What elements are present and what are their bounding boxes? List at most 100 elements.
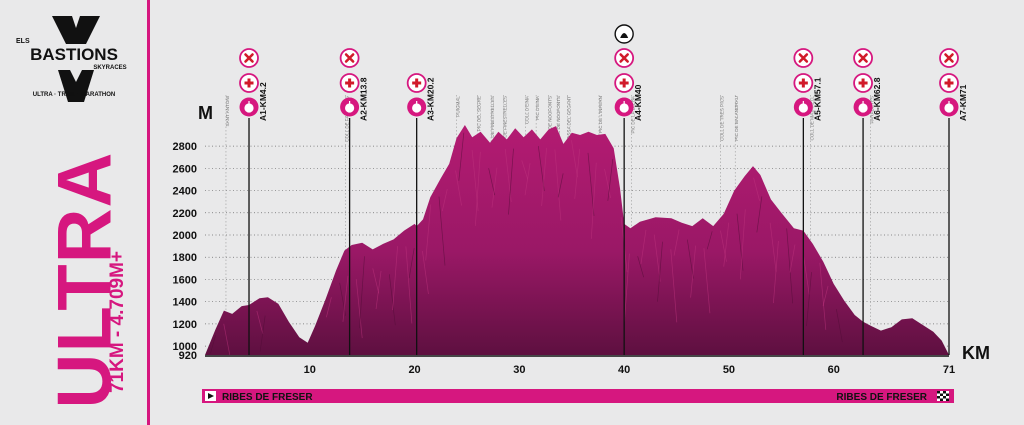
- waypoint-label: PUIGMAL: [455, 96, 460, 117]
- rock-streak: [455, 170, 462, 206]
- food-icon: [614, 97, 634, 117]
- rock-streak: [342, 275, 349, 322]
- route-bar: RIBES DE FRESER RIBES DE FRESER: [202, 389, 954, 403]
- drink-icon: [339, 48, 360, 68]
- rock-streak: [706, 231, 713, 250]
- aid-station: A5-KM57.1: [793, 48, 822, 355]
- x-tick-label: 10: [304, 364, 316, 376]
- aid-station: A3-KM20.2: [406, 73, 436, 355]
- rock-streak: [604, 168, 611, 199]
- rock-streak: [806, 272, 812, 327]
- y-tick-label: 2000: [173, 230, 197, 242]
- play-icon-triangle: [208, 393, 214, 399]
- brand-tagline: ULTRA · TRAIL · MARATHON: [33, 92, 115, 98]
- aid-station-label: A4-KM40: [633, 84, 643, 121]
- rock-streak: [653, 234, 661, 282]
- cross-x: [798, 53, 809, 63]
- rock-streak: [640, 229, 647, 264]
- waypoint-label: SANT ANTONI: [225, 96, 230, 126]
- rock-streak: [786, 228, 794, 304]
- rock-streak: [624, 253, 630, 322]
- apple-stem: [416, 101, 418, 104]
- rock-streak: [326, 297, 332, 318]
- rock-streak: [557, 173, 564, 198]
- plus-h: [412, 81, 422, 85]
- apple-shape: [412, 103, 422, 113]
- food-icon: [939, 97, 959, 117]
- waypoint-label: COLL DE FAMALORS: [344, 96, 349, 142]
- aid-station: A6-KM62.8: [853, 48, 882, 355]
- cross-x: [619, 53, 629, 63]
- rock-streak: [488, 168, 496, 196]
- rock-streak: [836, 308, 843, 343]
- rock-streak: [256, 310, 264, 335]
- brand-logo: ELS BASTIONS SKYRACES ULTRA · TRAIL · MA…: [16, 16, 127, 102]
- rock-streak: [587, 152, 595, 216]
- apple-stem: [623, 101, 625, 104]
- plus-h: [345, 81, 355, 85]
- apple-shape: [345, 103, 355, 113]
- rock-streak: [690, 245, 696, 298]
- x-tick-label: 71: [943, 364, 955, 376]
- waypoint-label: COLL DE TRES PICS: [720, 96, 725, 141]
- rock-streak: [392, 246, 398, 311]
- rock-streak: [458, 132, 465, 181]
- food-icon: [793, 97, 813, 117]
- rock-streak: [822, 285, 829, 306]
- brand-suffix: SKYRACES: [93, 65, 126, 71]
- aid-station-label: A6-KM62.8: [872, 77, 882, 121]
- first-aid-icon: [339, 73, 360, 93]
- rock-streak: [422, 250, 429, 295]
- route-start: RIBES DE FRESER: [222, 392, 313, 403]
- rock-streak: [355, 279, 363, 339]
- rock-streak: [736, 213, 744, 271]
- drink-icon: [239, 48, 259, 68]
- plus-h: [619, 81, 629, 85]
- waypoint-label: COLL D'EINA: [525, 95, 530, 124]
- first-aid-icon: [793, 73, 814, 93]
- aid-station-label: A5-KM57.1: [812, 77, 822, 121]
- rock-streak: [574, 148, 581, 199]
- y-tick-label: 2800: [173, 141, 197, 153]
- elevation-profile-area: [205, 125, 949, 355]
- rock-streak: [571, 140, 578, 178]
- rock-streak: [408, 248, 415, 279]
- rock-streak: [375, 270, 382, 310]
- waypoint-label: PIC DE FINESTRELLES: [503, 96, 508, 147]
- first-aid-icon: [614, 73, 635, 93]
- waypoint-label: PIC DE BALANDRAU: [734, 96, 739, 141]
- rock-streak: [723, 222, 730, 267]
- apple-shape: [244, 103, 254, 113]
- route-bar-background: [202, 389, 954, 403]
- bag-shape: [620, 33, 629, 38]
- rock-streak: [491, 167, 498, 208]
- aid-station: A1-KM4.2: [239, 48, 268, 355]
- aid-station: A2-KM13.8: [339, 48, 369, 355]
- elevation-chart: SANT ANTONI COLL DE FAMALORS PUIGMAL PIC DE…: [173, 24, 990, 403]
- rock-streak: [789, 244, 796, 273]
- aid-station: A4-KM40: [614, 24, 643, 355]
- rock-streak: [475, 151, 481, 226]
- waypoint-label: COLL DE NOUFONTS: [548, 96, 553, 143]
- y-tick-label: 1600: [173, 274, 197, 286]
- rock-streak: [686, 239, 694, 279]
- rock-streak: [339, 282, 346, 316]
- aid-station-label: A7-KM71: [958, 84, 968, 121]
- aid-station-label: A1-KM4.2: [258, 82, 268, 121]
- y-tick-label: 1000: [173, 341, 197, 353]
- x-tick-label: 50: [723, 364, 735, 376]
- apple-shape: [798, 103, 808, 113]
- y-tick-label: 2200: [173, 208, 197, 220]
- rock-streak: [637, 256, 645, 278]
- cross-x: [944, 53, 954, 63]
- rock-streak: [521, 160, 529, 180]
- apple-stem: [802, 101, 804, 104]
- rock-streak: [438, 196, 446, 266]
- branding-panel: ELS BASTIONS SKYRACES ULTRA · TRAIL · MA…: [0, 0, 148, 425]
- plus-h: [244, 81, 254, 85]
- first-aid-icon: [939, 73, 959, 93]
- y-tick-label: 1400: [173, 297, 197, 309]
- y-tick-label: 2400: [173, 186, 197, 198]
- y-tick-label: 1800: [173, 252, 197, 264]
